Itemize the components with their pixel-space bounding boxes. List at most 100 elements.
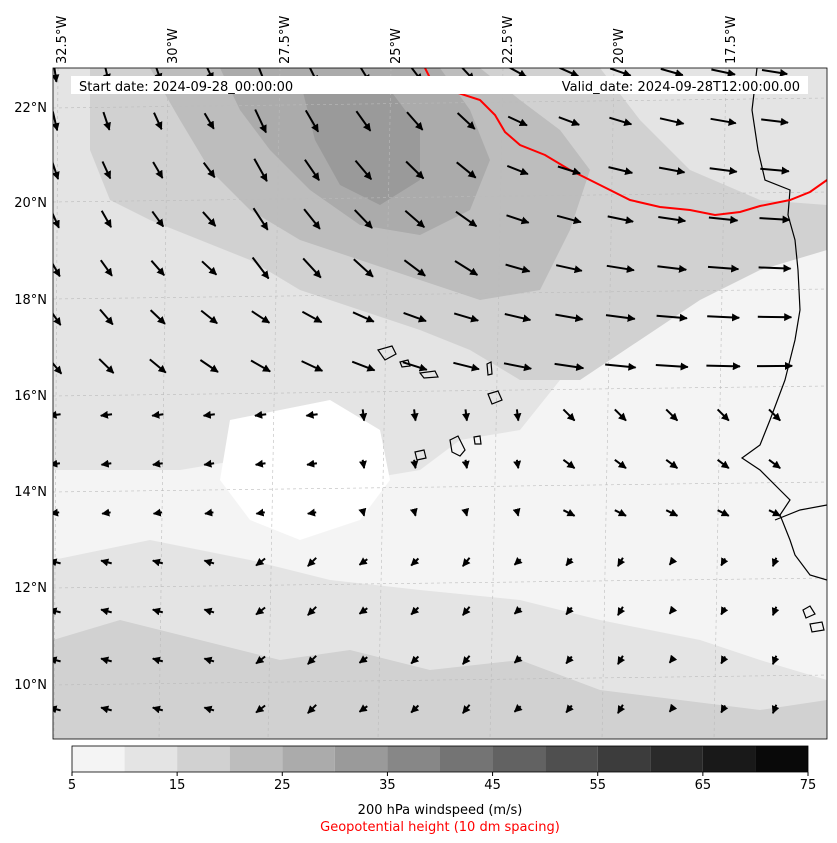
- wind-arrow: [658, 215, 687, 224]
- wind-arrow: [53, 558, 61, 567]
- wind-arrow: [768, 458, 781, 470]
- wind-arrow: [358, 459, 367, 469]
- wind-arrow: [359, 409, 368, 422]
- latitude-labels: 22°N 20°N 18°N 16°N 14°N 12°N 10°N: [14, 101, 47, 693]
- wind-arrow: [254, 109, 267, 134]
- wind-arrow: [609, 68, 632, 77]
- wind-arrow: [306, 459, 318, 468]
- wind-arrow: [100, 210, 112, 228]
- wind-arrow: [203, 656, 215, 665]
- wind-arrow: [410, 409, 419, 422]
- colorbar-cells: [72, 746, 808, 772]
- lat-label: 22°N: [14, 101, 47, 116]
- wind-arrow: [657, 264, 687, 273]
- meridian-25w: [377, 68, 392, 739]
- wind-arrow: [151, 410, 164, 419]
- wind-arrow: [202, 162, 216, 179]
- wind-arrow: [301, 360, 324, 372]
- wind-arrow: [668, 556, 678, 566]
- wind-arrow: [761, 68, 788, 77]
- colorbar-ticks: 5 15 25 35 45 55 65 75: [68, 772, 816, 793]
- wind-arrow: [405, 160, 425, 180]
- map-frame: [52, 67, 828, 740]
- colorbar-tick-label: 45: [484, 778, 501, 793]
- wind-arrow: [512, 507, 521, 517]
- lon-label: 17.5°W: [724, 16, 739, 64]
- shade-white-core: [220, 400, 390, 540]
- geopotential-height-contour: [424, 68, 827, 217]
- wind-arrow: [506, 164, 529, 176]
- colorbar-tick-label: 5: [68, 778, 76, 793]
- meridian-17-5w: [713, 68, 727, 739]
- wind-arrow: [513, 704, 523, 713]
- wind-arrow: [152, 161, 164, 179]
- wind-arrow: [251, 256, 270, 280]
- wind-arrow: [410, 704, 420, 714]
- wind-arrow: [254, 459, 266, 468]
- wind-arrow: [707, 313, 740, 322]
- colorbar-frame: [71, 745, 809, 773]
- colorbar-tick-label: 65: [695, 778, 712, 793]
- wind-arrow: [199, 359, 219, 373]
- wind-arrow: [759, 215, 791, 224]
- wind-arrow: [252, 207, 269, 231]
- wind-arrow: [720, 557, 729, 567]
- wind-arrow: [53, 656, 61, 665]
- colorbar-cell: [545, 746, 598, 772]
- wind-arrow: [307, 557, 317, 567]
- cape-verde-fogo: [414, 449, 427, 461]
- wind-arrow: [100, 459, 112, 468]
- wind-arrow: [355, 110, 372, 132]
- lon-label: 25°W: [389, 28, 404, 64]
- wind-arrow: [565, 655, 574, 665]
- colorbar-tick-label: 55: [589, 778, 606, 793]
- wind-arrow: [358, 655, 368, 664]
- bijagos-islands: [802, 605, 825, 633]
- colorbar-cell: [650, 746, 703, 772]
- wind-arrow: [358, 507, 367, 517]
- wind-arrow: [303, 208, 321, 230]
- wind-arrow: [665, 408, 679, 422]
- wind-arrow: [771, 704, 780, 714]
- meridian-27-5w: [267, 68, 281, 739]
- cape-verde-boa-vista: [487, 390, 503, 405]
- wind-arrow: [53, 508, 60, 517]
- wind-arrow: [53, 312, 62, 326]
- wind-arrow: [659, 117, 685, 126]
- wind-arrow: [513, 409, 522, 422]
- wind-arrow: [304, 109, 320, 133]
- lat-label: 20°N: [14, 196, 47, 211]
- colorbar-tick-label: 35: [379, 778, 396, 793]
- wind-arrow: [455, 210, 478, 228]
- wind-arrow: [565, 606, 574, 616]
- valid-date-label: Valid_date: 2024-09-28T12:00:00.00: [562, 80, 800, 95]
- wind-arrow: [53, 212, 60, 229]
- wind-arrow: [513, 459, 522, 469]
- wind-arrow: [614, 509, 627, 517]
- shade-15-20-sw: [53, 620, 827, 739]
- wind-arrow: [709, 166, 738, 175]
- coastlines: [377, 68, 827, 633]
- wind-arrow: [462, 557, 471, 567]
- wind-arrow: [707, 264, 740, 273]
- wind-arrow: [255, 704, 266, 714]
- wind-arrow: [668, 605, 678, 615]
- wind-vectors: [53, 68, 793, 714]
- lon-label: 30°W: [166, 28, 181, 64]
- wind-arrow: [98, 358, 115, 374]
- wind-arrow: [508, 68, 527, 78]
- wind-arrow: [558, 116, 580, 127]
- wind-arrow: [758, 264, 792, 273]
- wind-arrow: [152, 705, 164, 714]
- wind-arrow: [358, 704, 368, 713]
- wind-arrow: [565, 704, 574, 714]
- wind-arrow: [152, 558, 164, 567]
- wind-arrow: [710, 117, 737, 126]
- wind-arrow: [99, 308, 114, 326]
- wind-arrow: [202, 410, 215, 419]
- wind-arrow: [609, 116, 633, 127]
- colorbar-tick-label: 25: [274, 778, 291, 793]
- wind-arrow: [562, 408, 576, 422]
- date-banner: [71, 76, 808, 94]
- wind-arrow: [456, 112, 476, 130]
